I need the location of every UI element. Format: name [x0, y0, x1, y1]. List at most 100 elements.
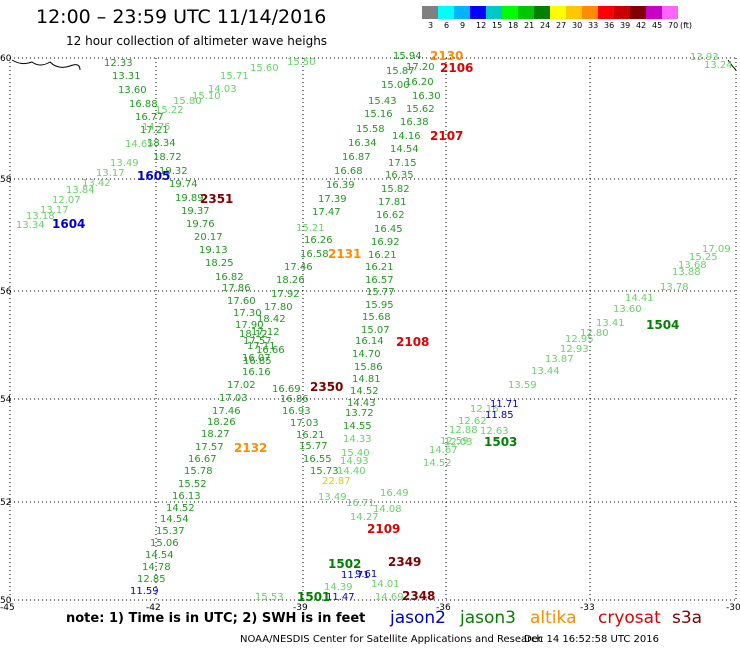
swh-label: 17.81 — [378, 197, 407, 208]
swh-label: 16.55 — [303, 454, 332, 465]
color-scale-swatch — [550, 6, 566, 19]
swh-label: 15.87 — [386, 66, 415, 77]
swh-label: 11.85 — [485, 410, 514, 421]
swh-label: 17.09 — [702, 244, 731, 255]
swh-label: 14.27 — [350, 512, 379, 523]
swh-label: 16.14 — [355, 336, 384, 347]
swh-label: 17.15 — [388, 158, 417, 169]
color-scale-label: 36 — [604, 21, 615, 30]
swh-label: 17.03 — [290, 418, 319, 429]
color-scale-label: 70 — [668, 21, 679, 30]
swh-label: 15.78 — [184, 466, 213, 477]
swh-label: 16.62 — [376, 210, 405, 221]
swh-label: 12.93 — [560, 344, 589, 355]
swh-label: 17.39 — [318, 194, 347, 205]
swh-label: 15.60 — [250, 63, 279, 74]
swh-label: 16.35 — [385, 170, 414, 181]
swh-label: 17.90 — [235, 320, 264, 331]
swh-labels: 12.33 13.31 13.60 16.88 16.77 17.21 18.34 18.72… — [16, 51, 733, 603]
swh-label: 15.25 — [689, 252, 718, 263]
swh-label: 15.06 — [150, 538, 179, 549]
swh-label: 16.87 — [342, 152, 371, 163]
swh-label: 13.41 — [596, 318, 625, 329]
swh-label: 14.39 — [324, 582, 353, 593]
color-scale-swatch — [486, 6, 502, 19]
swh-label: 17.57 — [195, 442, 224, 453]
swh-label: 15.07 — [361, 325, 390, 336]
swh-label: 18.26 — [207, 417, 236, 428]
color-scale-swatch — [502, 6, 518, 19]
swh-label: 12.59 — [440, 436, 469, 447]
color-scale-swatch — [422, 6, 438, 19]
swh-label: 15.94 — [393, 51, 422, 62]
swh-label: 13.72 — [345, 408, 374, 419]
swh-label: 17.20 — [406, 62, 435, 73]
lon-tick-label: -45 — [0, 603, 15, 613]
pass-id-label: 1503 — [484, 435, 517, 449]
swh-label: 13.17 — [40, 205, 69, 216]
swh-label: 17.60 — [227, 296, 256, 307]
swh-label: 13.78 — [660, 282, 689, 293]
swh-label: 18.26 — [276, 275, 305, 286]
color-scale-label: 39 — [620, 21, 631, 30]
swh-label: 14.52 — [423, 458, 452, 469]
color-scale-swatch — [598, 6, 614, 19]
color-scale-swatch — [614, 6, 630, 19]
swh-label: 12.80 — [580, 328, 609, 339]
swh-label: 14.67 — [429, 445, 458, 456]
swh-label: 15.82 — [381, 184, 410, 195]
swh-label: 16.69 — [272, 384, 301, 395]
swh-label: 13.34 — [16, 220, 45, 231]
swh-label: 16.26 — [304, 235, 333, 246]
swh-label: 16.66 — [256, 345, 285, 356]
legend-cryosat: cryosat — [598, 608, 661, 628]
swh-label: 17.92 — [271, 289, 300, 300]
pass-id-label: 1605 — [137, 169, 170, 183]
swh-label: 15.22 — [155, 105, 184, 116]
swh-label: 16.85 — [243, 356, 272, 367]
pass-id-label: 2106 — [440, 61, 473, 75]
color-scale-swatch — [438, 6, 454, 19]
swh-label: 14.81 — [352, 374, 381, 385]
swh-label: 16.21 — [296, 430, 325, 441]
swh-label: 13.44 — [531, 366, 560, 377]
coastline — [727, 59, 737, 71]
swh-label: 19.74 — [169, 179, 198, 190]
swh-label: 14.69 — [375, 592, 404, 603]
swh-label: 14.33 — [343, 434, 372, 445]
legend-jason2: jason2 — [390, 608, 446, 628]
swh-label: 16.77 — [135, 112, 164, 123]
swh-label: 18.42 — [257, 314, 286, 325]
swh-label: 16.16 — [242, 367, 271, 378]
swh-label: 16.20 — [405, 77, 434, 88]
swh-label: 16.07 — [242, 353, 271, 364]
swh-label: 14.65 — [125, 139, 154, 150]
color-scale-swatch — [566, 6, 582, 19]
swh-label: 16.45 — [374, 224, 403, 235]
swh-label: 16.13 — [172, 491, 201, 502]
color-scale-label: 9 — [460, 21, 466, 30]
color-scale-swatch — [470, 6, 486, 19]
swh-label: 14.54 — [160, 514, 189, 525]
swh-label: 17.03 — [219, 393, 248, 404]
swh-label: 13.17 — [96, 168, 125, 179]
lon-tick-label: -42 — [146, 603, 161, 613]
swh-label: 16.34 — [348, 138, 377, 149]
swh-label: 16.38 — [400, 117, 429, 128]
swh-label: 19.32 — [159, 166, 188, 177]
swh-label: 14.54 — [390, 144, 419, 155]
swh-label: 15.43 — [368, 96, 397, 107]
swh-label: 16.82 — [215, 272, 244, 283]
swh-label: 14.75 — [142, 122, 171, 133]
swh-label: 15.95 — [365, 300, 394, 311]
swh-label: 17.80 — [264, 302, 293, 313]
swh-label: 14.40 — [337, 466, 366, 477]
swh-label: 13.49 — [110, 158, 139, 169]
swh-label: 14.43 — [347, 398, 376, 409]
pass-id-label: 1501 — [297, 590, 330, 604]
swh-label: 14.55 — [343, 421, 372, 432]
swh-label: 14.70 — [352, 349, 381, 360]
lat-tick-label: 56 — [0, 287, 12, 297]
swh-label: 16.58 — [300, 249, 329, 260]
